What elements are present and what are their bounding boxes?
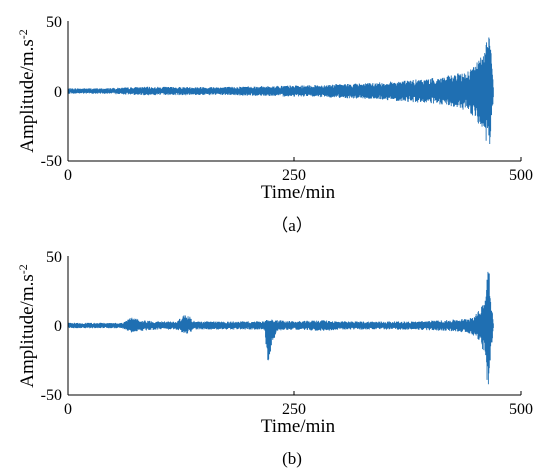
x-tick-label-250: 250 — [282, 167, 306, 184]
x-tick-label-0: 0 — [64, 167, 72, 184]
signal-path — [67, 37, 494, 144]
y-tick-label-mid: 0 — [54, 318, 62, 335]
x-tick-label-250: 250 — [282, 401, 306, 418]
y-axis-title-superscript: -2 — [16, 264, 30, 274]
signal-trace — [67, 37, 494, 144]
y-axis-title: Amplitude/m.s-2 — [16, 29, 38, 152]
x-tick-label-500: 500 — [509, 401, 533, 418]
y-axis-title-superscript: -2 — [16, 29, 30, 39]
y-tick-label-top: 50 — [46, 14, 62, 31]
x-tick-label-0: 0 — [64, 401, 72, 418]
panel-caption: （a） — [271, 216, 313, 235]
panel-a-chart: 50 0 -50 Amplitude/m.s-2 0 250 500 Time/… — [16, 14, 533, 235]
y-axis-title-text: Amplitude/m.s — [17, 39, 38, 152]
x-axis-title: Time/min — [261, 182, 336, 203]
panel-caption: (b) — [282, 449, 302, 468]
y-axis-title-text: Amplitude/m.s — [17, 274, 38, 387]
signal-path — [67, 271, 494, 385]
y-axis-title: Amplitude/m.s-2 — [16, 264, 38, 387]
x-axis-title: Time/min — [261, 416, 336, 437]
y-tick-label-top: 50 — [46, 249, 62, 266]
y-tick-label-bottom: -50 — [41, 387, 62, 404]
y-tick-label-mid: 0 — [54, 84, 62, 101]
x-tick-label-500: 500 — [509, 167, 533, 184]
signal-trace — [67, 271, 494, 385]
y-tick-label-bottom: -50 — [41, 153, 62, 170]
panel-b-chart: 50 0 -50 Amplitude/m.s-2 0 250 500 Time/… — [16, 249, 533, 468]
